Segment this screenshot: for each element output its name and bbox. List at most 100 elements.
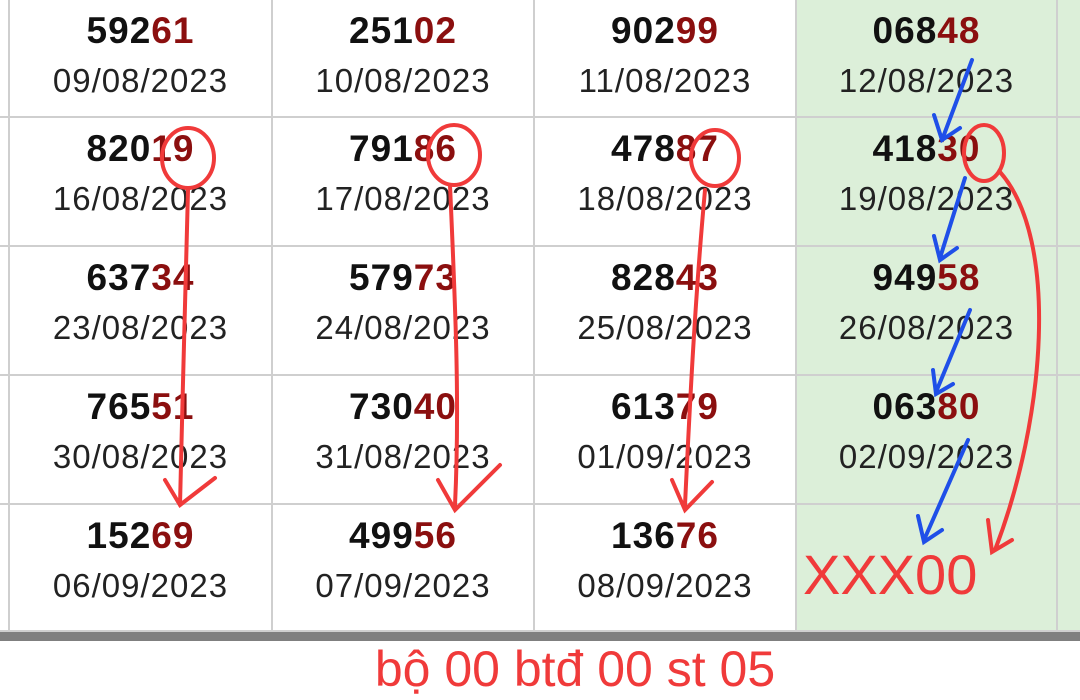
number-tail: 99 bbox=[675, 10, 719, 51]
number-head: 152 bbox=[86, 515, 152, 556]
result-number: 47887 bbox=[535, 128, 795, 170]
number-tail: 58 bbox=[937, 257, 981, 298]
results-table: 59261 09/08/2023 25102 10/08/2023 90299 11/08… bbox=[0, 0, 1080, 632]
table-edge-cell bbox=[0, 0, 10, 118]
result-number: 63734 bbox=[10, 257, 271, 299]
number-head: 579 bbox=[349, 257, 414, 298]
result-number: 13676 bbox=[535, 515, 795, 557]
number-tail: 80 bbox=[937, 386, 981, 427]
table-cell[interactable]: 82019 16/08/2023 bbox=[10, 118, 273, 247]
result-date: 26/08/2023 bbox=[838, 309, 1015, 346]
table-edge-cell bbox=[1058, 247, 1080, 376]
number-head: 418 bbox=[872, 128, 938, 169]
result-date: 01/09/2023 bbox=[577, 438, 753, 475]
table-edge-cell bbox=[0, 376, 10, 505]
number-head: 765 bbox=[86, 386, 152, 427]
table-cell[interactable]: 57973 24/08/2023 bbox=[273, 247, 535, 376]
number-tail: 43 bbox=[675, 257, 719, 298]
number-head: 949 bbox=[872, 257, 938, 298]
result-date: 30/08/2023 bbox=[52, 438, 229, 475]
result-date: 16/08/2023 bbox=[52, 180, 229, 217]
result-date: 31/08/2023 bbox=[315, 438, 491, 475]
result-number: 76551 bbox=[10, 386, 271, 428]
table-cell[interactable]: 76551 30/08/2023 bbox=[10, 376, 273, 505]
table-cell[interactable]: 73040 31/08/2023 bbox=[273, 376, 535, 505]
number-tail: 51 bbox=[151, 386, 195, 427]
number-tail: 30 bbox=[937, 128, 981, 169]
number-tail: 86 bbox=[413, 128, 457, 169]
table-cell[interactable]: 90299 11/08/2023 bbox=[535, 0, 797, 118]
table-cell[interactable]: 49956 07/09/2023 bbox=[273, 505, 535, 632]
summary-annotation: bộ 00 btđ 00 st 05 bbox=[374, 641, 776, 697]
result-number: 73040 bbox=[273, 386, 533, 428]
table-cell[interactable]: 15269 06/09/2023 bbox=[10, 505, 273, 632]
number-tail: 73 bbox=[413, 257, 457, 298]
result-date: 25/08/2023 bbox=[577, 309, 753, 346]
result-number: 06380 bbox=[797, 386, 1056, 428]
table-cell[interactable]: 06380 02/09/2023 bbox=[797, 376, 1058, 505]
number-tail: 61 bbox=[151, 10, 195, 51]
number-tail: 69 bbox=[151, 515, 195, 556]
number-head: 136 bbox=[611, 515, 676, 556]
result-number: 49956 bbox=[273, 515, 533, 557]
result-number: 15269 bbox=[10, 515, 271, 557]
result-date: 10/08/2023 bbox=[315, 62, 491, 99]
table-cell[interactable]: 25102 10/08/2023 bbox=[273, 0, 535, 118]
result-number: 82019 bbox=[10, 128, 271, 170]
table-cell[interactable]: 47887 18/08/2023 bbox=[535, 118, 797, 247]
number-head: 828 bbox=[611, 257, 676, 298]
number-tail: 40 bbox=[413, 386, 457, 427]
result-date: 18/08/2023 bbox=[577, 180, 753, 217]
table-edge-cell bbox=[1058, 505, 1080, 632]
result-date: 23/08/2023 bbox=[52, 309, 229, 346]
result-number: 82843 bbox=[535, 257, 795, 299]
table-edge-cell bbox=[0, 247, 10, 376]
table-cell[interactable]: 79186 17/08/2023 bbox=[273, 118, 535, 247]
table-cell[interactable]: 13676 08/09/2023 bbox=[535, 505, 797, 632]
number-tail: 48 bbox=[937, 10, 981, 51]
table-edge-cell bbox=[1058, 0, 1080, 118]
number-head: 902 bbox=[611, 10, 676, 51]
result-number: 06848 bbox=[797, 10, 1056, 52]
result-date: 24/08/2023 bbox=[315, 309, 491, 346]
result-number: 41830 bbox=[797, 128, 1056, 170]
table-cell[interactable]: 94958 26/08/2023 bbox=[797, 247, 1058, 376]
result-number: 57973 bbox=[273, 257, 533, 299]
table-edge-cell bbox=[1058, 118, 1080, 247]
number-head: 068 bbox=[872, 10, 938, 51]
table-edge-cell bbox=[1058, 376, 1080, 505]
table-edge-cell bbox=[0, 505, 10, 632]
number-head: 820 bbox=[86, 128, 152, 169]
table-bottom-border bbox=[0, 632, 1080, 641]
result-date: 11/08/2023 bbox=[578, 62, 752, 99]
result-number: 61379 bbox=[535, 386, 795, 428]
table-cell[interactable]: 41830 19/08/2023 bbox=[797, 118, 1058, 247]
result-date: 07/09/2023 bbox=[315, 567, 491, 604]
number-head: 499 bbox=[349, 515, 414, 556]
table-cell[interactable]: 61379 01/09/2023 bbox=[535, 376, 797, 505]
result-date: 02/09/2023 bbox=[838, 438, 1015, 475]
result-date: 06/09/2023 bbox=[52, 567, 229, 604]
number-tail: 56 bbox=[413, 515, 457, 556]
table-cell[interactable]: 63734 23/08/2023 bbox=[10, 247, 273, 376]
result-number: 90299 bbox=[535, 10, 795, 52]
result-number: 25102 bbox=[273, 10, 533, 52]
number-head: 251 bbox=[349, 10, 414, 51]
number-head: 592 bbox=[86, 10, 152, 51]
table-cell[interactable]: 59261 09/08/2023 bbox=[10, 0, 273, 118]
table-cell[interactable]: 06848 12/08/2023 bbox=[797, 0, 1058, 118]
result-number: 94958 bbox=[797, 257, 1056, 299]
table-edge-cell bbox=[0, 118, 10, 247]
result-date: 17/08/2023 bbox=[315, 180, 491, 217]
result-number: 59261 bbox=[10, 10, 271, 52]
result-date: 09/08/2023 bbox=[52, 62, 229, 99]
number-tail: 76 bbox=[675, 515, 719, 556]
number-tail: 02 bbox=[413, 10, 457, 51]
result-date: 08/09/2023 bbox=[577, 567, 753, 604]
number-head: 730 bbox=[349, 386, 414, 427]
number-tail: 79 bbox=[675, 386, 719, 427]
result-date: 12/08/2023 bbox=[838, 62, 1015, 99]
table-cell[interactable]: 82843 25/08/2023 bbox=[535, 247, 797, 376]
result-date: 19/08/2023 bbox=[838, 180, 1015, 217]
number-head: 637 bbox=[86, 257, 152, 298]
